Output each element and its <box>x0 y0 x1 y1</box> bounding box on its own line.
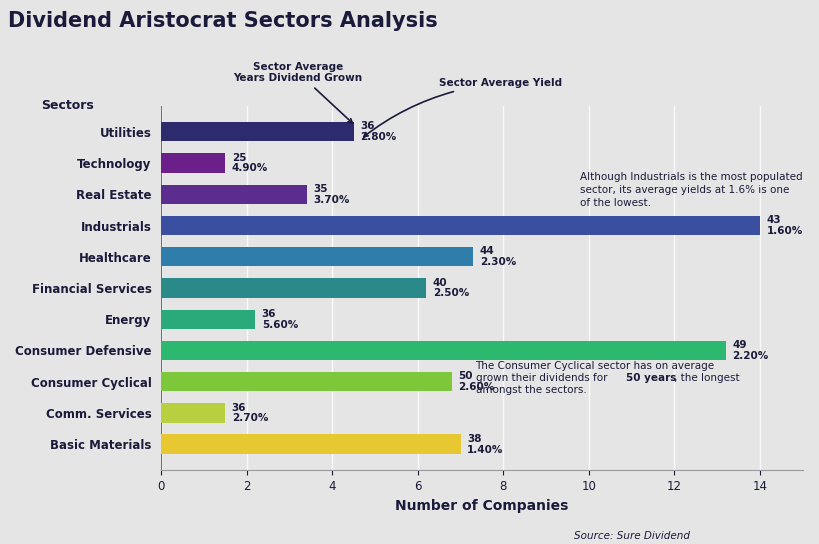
Text: 49
2.20%: 49 2.20% <box>731 340 767 361</box>
Bar <box>161 247 473 267</box>
Text: 50
2.60%: 50 2.60% <box>458 371 494 392</box>
Text: 38
1.40%: 38 1.40% <box>466 434 503 455</box>
Bar <box>161 216 759 235</box>
Text: 35
3.70%: 35 3.70% <box>313 184 349 205</box>
Text: Dividend Aristocrat Sectors Analysis: Dividend Aristocrat Sectors Analysis <box>8 11 437 31</box>
Bar <box>161 279 426 298</box>
Bar <box>161 435 460 454</box>
Bar <box>161 403 225 423</box>
Text: The Consumer Cyclical sector has on average: The Consumer Cyclical sector has on aver… <box>475 361 714 372</box>
Bar <box>161 372 451 391</box>
Bar <box>161 310 255 329</box>
Text: 25
4.90%: 25 4.90% <box>232 153 268 174</box>
Text: 40
2.50%: 40 2.50% <box>432 277 468 298</box>
Bar <box>161 184 306 204</box>
Text: 36
2.80%: 36 2.80% <box>360 121 396 142</box>
Text: grown their dividends for: grown their dividends for <box>475 373 609 383</box>
Text: 43
1.60%: 43 1.60% <box>766 215 802 236</box>
Text: , the longest: , the longest <box>673 373 739 383</box>
Bar <box>161 153 225 173</box>
Text: amongst the sectors.: amongst the sectors. <box>475 385 586 395</box>
Text: Source: Sure Dividend: Source: Sure Dividend <box>573 531 689 541</box>
Text: 36
2.70%: 36 2.70% <box>232 403 268 423</box>
Text: 44
2.30%: 44 2.30% <box>479 246 515 267</box>
Text: Sector Average
Years Dividend Grown: Sector Average Years Dividend Grown <box>233 62 362 123</box>
Text: 50 years: 50 years <box>625 373 676 383</box>
Text: Sector Average Yield: Sector Average Yield <box>364 78 562 137</box>
Text: Although Industrials is the most populated
sector, its average yields at 1.6% is: Although Industrials is the most populat… <box>580 172 802 208</box>
Bar <box>161 341 725 360</box>
Text: Sectors: Sectors <box>41 99 93 112</box>
X-axis label: Number of Companies: Number of Companies <box>395 499 568 512</box>
Text: 36
5.60%: 36 5.60% <box>261 309 297 330</box>
Bar <box>161 122 353 141</box>
